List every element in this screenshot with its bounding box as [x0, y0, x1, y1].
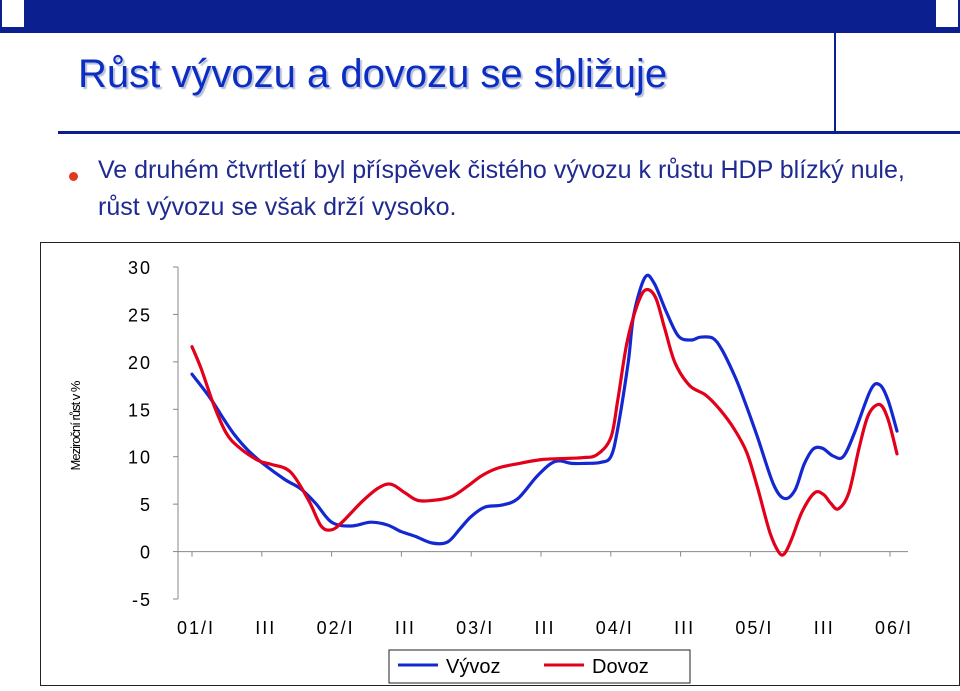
chart-legend: Vývoz Dovoz — [388, 649, 691, 684]
x-tick-label: 01/I — [177, 618, 215, 638]
chart-axes: 30 25 20 15 10 5 0 -5 01/I III 02/I III 03/I III 04/I I… — [128, 258, 913, 638]
legend-label-dovoz: Dovoz — [592, 656, 649, 678]
y-tick-label: 5 — [140, 495, 152, 515]
banner-corner-right — [936, 0, 958, 27]
legend-box — [388, 649, 691, 684]
slide-title: Růst vývozu a dovozu se sbližuje — [78, 52, 668, 96]
top-banner — [0, 0, 960, 33]
title-frame-vertical-rule — [834, 33, 836, 133]
y-tick-label: 0 — [140, 543, 152, 563]
x-tick-label: III — [255, 618, 276, 638]
y-axis-title: Meziroční růst v % — [68, 380, 83, 470]
bullet-text: Ve druhém čtvrtletí byl příspěvek čistéh… — [98, 156, 905, 221]
x-tick-label: 05/I — [735, 618, 773, 638]
x-tick-label: III — [534, 618, 555, 638]
x-tick-label: 06/I — [875, 618, 913, 638]
series-line-dovoz — [190, 287, 899, 557]
y-tick-label: 30 — [128, 258, 152, 278]
x-tick-label: 03/I — [456, 618, 494, 638]
title-frame-horizontal-rule — [58, 131, 960, 134]
y-tick-label: -5 — [132, 590, 152, 610]
series-line-vyvoz — [190, 273, 899, 546]
chart-area: 30 25 20 15 10 5 0 -5 01/I III 02/I III 03/I III 04/I I… — [40, 242, 960, 686]
x-tick-label: III — [674, 618, 695, 638]
y-tick-label: 20 — [128, 353, 152, 373]
x-tick-label: III — [814, 618, 835, 638]
y-tick-label: 10 — [128, 448, 152, 468]
x-tick-label: 04/I — [596, 618, 634, 638]
banner-corner-left — [2, 0, 24, 27]
legend-label-vyvoz: Vývoz — [446, 656, 500, 678]
chart-border — [40, 242, 960, 686]
chart-series — [190, 273, 899, 557]
bullet-dot-icon — [69, 172, 78, 181]
line-chart: 30 25 20 15 10 5 0 -5 01/I III 02/I III 03/I III 04/I I… — [40, 242, 960, 686]
y-tick-label: 25 — [128, 305, 152, 325]
x-tick-label: III — [395, 618, 416, 638]
y-tick-label: 15 — [128, 400, 152, 420]
x-tick-label: 02/I — [317, 618, 355, 638]
